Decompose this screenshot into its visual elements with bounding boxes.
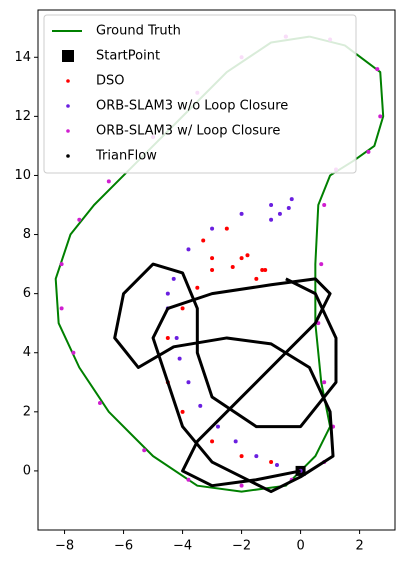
legend-symbol bbox=[66, 104, 70, 108]
trajectory-point bbox=[254, 276, 259, 281]
x-tick-label: −2 bbox=[232, 539, 251, 554]
trajectory-point bbox=[366, 149, 371, 154]
trajectory-point bbox=[195, 285, 200, 290]
trajectory-point bbox=[180, 409, 185, 414]
legend-box bbox=[43, 14, 357, 174]
trajectory-point bbox=[59, 262, 64, 267]
y-tick-label: 12 bbox=[14, 109, 31, 124]
legend-label: DSO bbox=[96, 74, 125, 89]
trajectory-point bbox=[263, 268, 268, 272]
trajectory-point bbox=[269, 460, 274, 465]
x-tick-label: 2 bbox=[355, 539, 363, 554]
trajectory-point bbox=[322, 203, 327, 207]
trajectory-point bbox=[198, 403, 203, 408]
x-tick-label: −6 bbox=[114, 539, 133, 554]
trajectory-point bbox=[224, 226, 229, 231]
trajectory-point bbox=[260, 268, 265, 272]
trajectory-point bbox=[171, 276, 176, 281]
trajectory-point bbox=[233, 439, 238, 444]
trajectory-point bbox=[177, 356, 182, 361]
y-tick-label: 8 bbox=[23, 227, 31, 242]
y-tick-label: 4 bbox=[23, 345, 31, 360]
x-tick-label: −8 bbox=[55, 539, 74, 554]
trajectory-point bbox=[378, 114, 383, 119]
legend-label: Ground Truth bbox=[96, 24, 181, 39]
trajectory-point bbox=[269, 217, 274, 222]
trajectory-point bbox=[201, 238, 206, 243]
y-tick-label: 0 bbox=[23, 463, 31, 478]
trajectory-point bbox=[215, 424, 220, 429]
y-tick-label: 2 bbox=[23, 404, 31, 419]
plot-area bbox=[37, 9, 396, 531]
trajectory-point bbox=[186, 247, 191, 252]
trajectory-point bbox=[274, 463, 279, 467]
trajectory-point bbox=[186, 477, 191, 482]
trajectory-point bbox=[239, 483, 244, 488]
legend-symbol bbox=[66, 154, 70, 158]
trajectory-point bbox=[289, 197, 294, 202]
trajectory-point bbox=[239, 211, 244, 216]
trajectory-point bbox=[239, 454, 244, 459]
legend-symbol bbox=[66, 129, 70, 133]
trajectory-point bbox=[180, 306, 185, 311]
trajectory-point bbox=[269, 203, 274, 207]
trajectory-path bbox=[113, 262, 338, 494]
x-tick-label: 0 bbox=[296, 539, 304, 554]
trajectory-point bbox=[97, 400, 102, 405]
trajectory-point bbox=[210, 256, 215, 261]
trajectory-point bbox=[210, 226, 215, 231]
trajectory-point bbox=[277, 211, 282, 216]
trajectory-point bbox=[106, 179, 111, 184]
trajectory-point bbox=[186, 380, 191, 385]
trajectory-point bbox=[322, 380, 327, 385]
legend-label: StartPoint bbox=[96, 49, 160, 64]
trajectory-point bbox=[245, 253, 250, 258]
trajectory-point bbox=[375, 67, 380, 72]
legend-symbol bbox=[62, 50, 74, 62]
y-tick-label: 6 bbox=[23, 286, 31, 301]
trajectory-point bbox=[254, 454, 259, 459]
legend-label: ORB-SLAM3 w/o Loop Closure bbox=[96, 99, 288, 114]
trajectory-point bbox=[165, 335, 170, 340]
y-tick-label: 10 bbox=[14, 168, 31, 183]
trajectory-point bbox=[210, 268, 215, 272]
trajectory-point bbox=[210, 439, 215, 444]
trajectory-point bbox=[174, 335, 179, 340]
trajectory-point bbox=[59, 306, 64, 311]
y-tick-label: 14 bbox=[14, 50, 31, 65]
trajectory-point bbox=[230, 265, 235, 270]
trajectory-point bbox=[165, 291, 170, 296]
legend-label: TrianFlow bbox=[95, 149, 157, 164]
trajectory-point bbox=[77, 217, 82, 222]
trajectory-point bbox=[142, 448, 147, 453]
legend-label: ORB-SLAM3 w/ Loop Closure bbox=[96, 124, 280, 139]
trajectory-point bbox=[319, 262, 324, 267]
legend-symbol bbox=[66, 79, 70, 83]
trajectory-point bbox=[71, 350, 76, 355]
x-tick-label: −4 bbox=[173, 539, 192, 554]
trajectory-point bbox=[286, 205, 291, 210]
trajectory-point bbox=[239, 256, 244, 261]
